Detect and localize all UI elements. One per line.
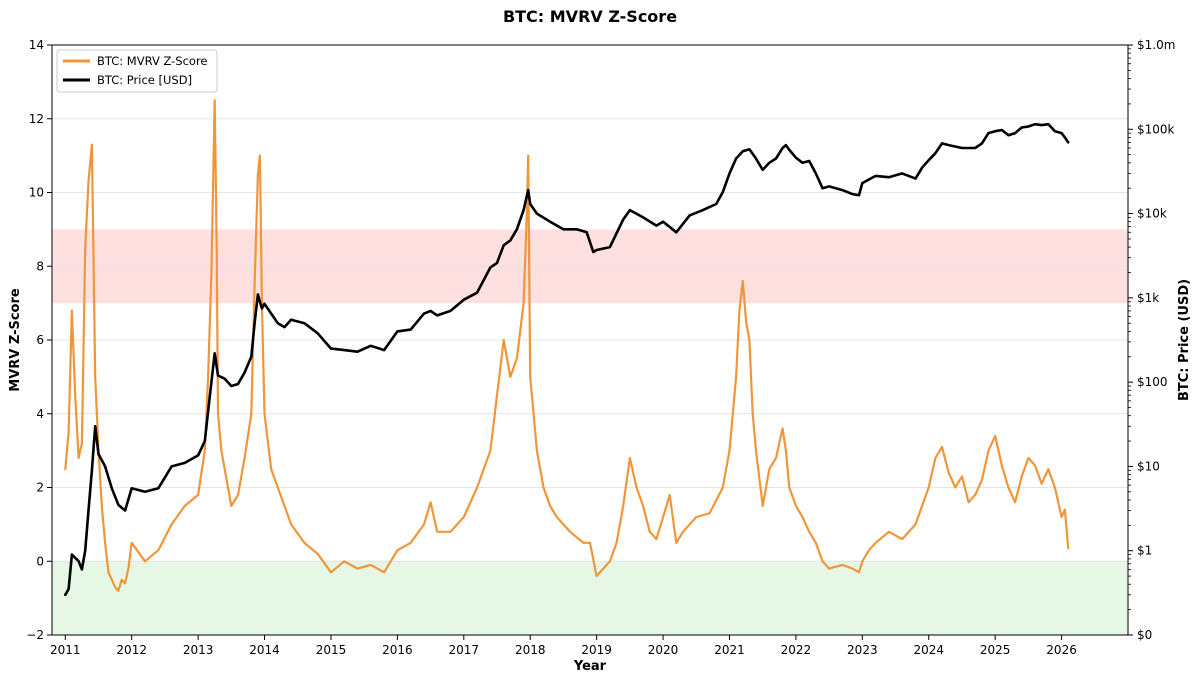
y-tick-label: 0 (36, 554, 44, 568)
y-tick-label: 10 (29, 186, 44, 200)
y2-tick-label: $100 (1137, 375, 1168, 389)
x-tick-label: 2020 (648, 643, 679, 657)
y2-tick-label: $0 (1137, 628, 1152, 642)
x-tick-label: 2013 (183, 643, 214, 657)
y2-tick-label: $1 (1137, 544, 1152, 558)
x-tick-label: 2014 (249, 643, 280, 657)
x-tick-label: 2017 (449, 643, 480, 657)
x-tick-label: 2022 (781, 643, 812, 657)
y2-tick-label: $10 (1137, 459, 1160, 473)
x-tick-label: 2016 (382, 643, 413, 657)
x-tick-label: 2023 (847, 643, 878, 657)
x-tick-label: 2015 (316, 643, 347, 657)
data-series (64, 99, 1070, 597)
y2-tick-label: $1.0m (1137, 38, 1175, 52)
legend-label-zscore: BTC: MVRV Z-Score (97, 54, 208, 68)
y-tick-label: 8 (36, 259, 44, 273)
y-tick-label: −2 (26, 628, 44, 642)
y2-axis-title: BTC: Price (USD) (1177, 279, 1192, 401)
x-axis-title: Year (573, 659, 607, 674)
series-line-mvrv-zscore (64, 99, 1070, 592)
legend-box (56, 49, 218, 93)
x-tick-label: 2018 (515, 643, 546, 657)
y2-tick-label: $10k (1137, 207, 1167, 221)
undervalued-zone (52, 561, 1128, 635)
legend-label-price: BTC: Price [USD] (97, 73, 192, 87)
y2-tick-label: $1k (1137, 291, 1159, 305)
legend: BTC: MVRV Z-Score BTC: Price [USD] (56, 49, 218, 93)
y-tick-label: 14 (29, 38, 44, 52)
x-tick-label: 2011 (50, 643, 81, 657)
gridlines (52, 118, 1128, 562)
y2-tick-label: $100k (1137, 122, 1175, 136)
background-bands (52, 229, 1128, 635)
y-axis-title: MVRV Z-Score (8, 288, 23, 392)
x-tick-label: 2012 (116, 643, 147, 657)
x-tick-label: 2019 (581, 643, 612, 657)
series-line-btc-price (64, 122, 1070, 597)
x-axis: 2011 2012 2013 2014 2015 2016 2017 2018 2019 2020… (50, 635, 1077, 657)
x-tick-label: 2024 (913, 643, 944, 657)
x-tick-label: 2021 (714, 643, 745, 657)
x-tick-label: 2026 (1046, 643, 1077, 657)
y-tick-label: 2 (36, 481, 44, 495)
x-tick-label: 2025 (980, 643, 1011, 657)
chart-title: BTC: MVRV Z-Score (503, 7, 677, 26)
y-tick-label: 6 (36, 333, 44, 347)
y-tick-label: 12 (29, 112, 44, 126)
y-tick-label: 4 (36, 407, 44, 421)
y-axis-left: −2 0 2 4 6 8 10 12 14 (26, 38, 52, 642)
y-axis-right: $0 $1 $10 $100 $1k $10k $100k $1.0m (1128, 38, 1175, 642)
